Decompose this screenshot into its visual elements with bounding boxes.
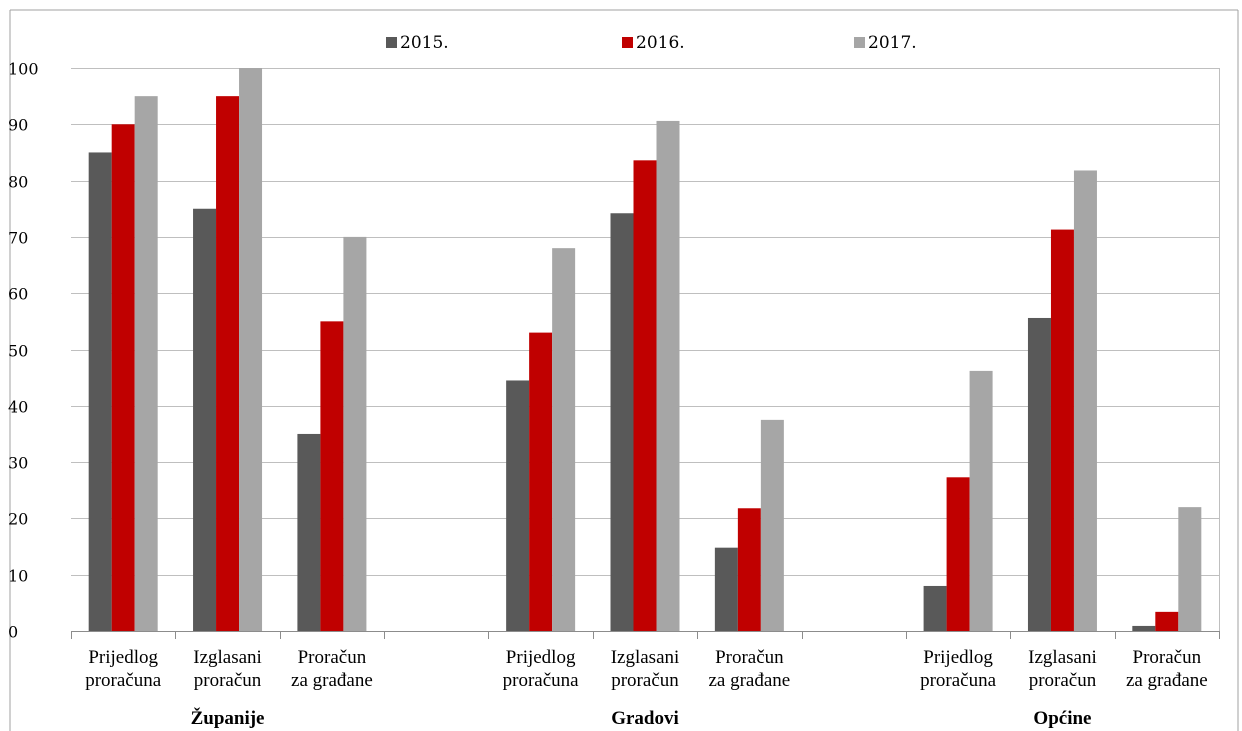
bar-2017-2 [343,236,367,631]
bar-2016-1 [216,96,240,631]
group-label: Općine [1033,708,1091,729]
x-category-label: proračuna [920,670,997,691]
x-category-label: Proračun [1133,647,1202,668]
x-category-label: proračun [1029,670,1097,691]
x-category-label: Proračun [715,647,784,668]
y-tick-label: 90 [8,116,28,135]
bars [88,68,1202,632]
y-tick-label: 100 [8,60,39,79]
legend-swatch-2016 [622,37,633,48]
legend-swatch-2015 [386,37,397,48]
x-category-labels: PrijedlogproračunaIzglasaniproračunProra… [85,647,1207,691]
y-tick-label: 60 [8,285,28,304]
bar-2015-0 [88,152,112,631]
bar-2015-6 [714,547,738,631]
axes [71,631,1220,639]
x-category-label: proračuna [85,670,162,691]
legend-label: 2016. [636,33,685,53]
bar-2016-9 [1050,229,1074,631]
bar-2015-10 [1132,625,1156,631]
bar-2016-5 [633,160,657,631]
legend-swatch-2017 [854,37,865,48]
y-tick-labels: 0 10 20 30 40 50 60 70 80 90 100 [8,60,39,642]
x-category-label: Prijedlog [88,647,158,668]
bar-2015-1 [193,208,217,631]
bar-2016-10 [1155,611,1179,631]
x-category-label: za građane [708,670,790,691]
x-category-label: Prijedlog [506,647,576,668]
x-category-label: proračuna [503,670,580,691]
y-tick-label: 40 [8,398,28,417]
y-tick-label: 80 [8,173,28,192]
x-category-label: Proračun [298,647,367,668]
chart-frame [9,9,1239,731]
legend-label: 2017. [868,33,917,53]
y-tick-label: 50 [8,342,28,361]
bar-2017-5 [656,120,680,631]
bar-2015-9 [1027,317,1051,631]
x-category-label: Prijedlog [923,647,993,668]
y-tick-label: 10 [8,567,28,586]
y-tick-label: 0 [8,623,18,642]
legend: 2015. 2016. 2017. [386,33,917,53]
bar-2016-6 [737,508,761,631]
bar-2017-6 [760,419,784,631]
bar-2017-0 [134,96,158,631]
x-category-label: Izglasani [1028,647,1097,668]
x-category-label: za građane [1126,670,1208,691]
bar-2017-8 [969,370,993,631]
group-label: Županije [191,707,265,729]
y-tick-label: 30 [8,454,28,473]
group-labels: Županije Gradovi Općine [191,707,1092,729]
bar-2017-9 [1073,170,1097,631]
x-category-label: za građane [291,670,373,691]
legend-label: 2015. [400,33,449,53]
y-tick-label: 70 [8,229,28,248]
x-category-label: Izglasani [611,647,680,668]
bar-2015-5 [610,213,634,631]
bar-2015-8 [923,585,947,631]
bar-2017-4 [552,248,576,631]
bar-2016-0 [111,124,135,632]
bar-2015-2 [297,433,321,631]
bar-2016-8 [946,477,970,631]
x-category-label: Izglasani [193,647,262,668]
y-tick-label: 20 [8,510,28,529]
bar-2015-4 [506,380,530,631]
bar-2016-4 [529,332,553,631]
x-category-label: proračun [611,670,679,691]
bar-2017-1 [239,68,263,631]
bar-2016-2 [320,321,344,631]
bar-2017-10 [1178,507,1202,631]
x-category-label: proračun [194,670,262,691]
group-label: Gradovi [611,708,679,729]
